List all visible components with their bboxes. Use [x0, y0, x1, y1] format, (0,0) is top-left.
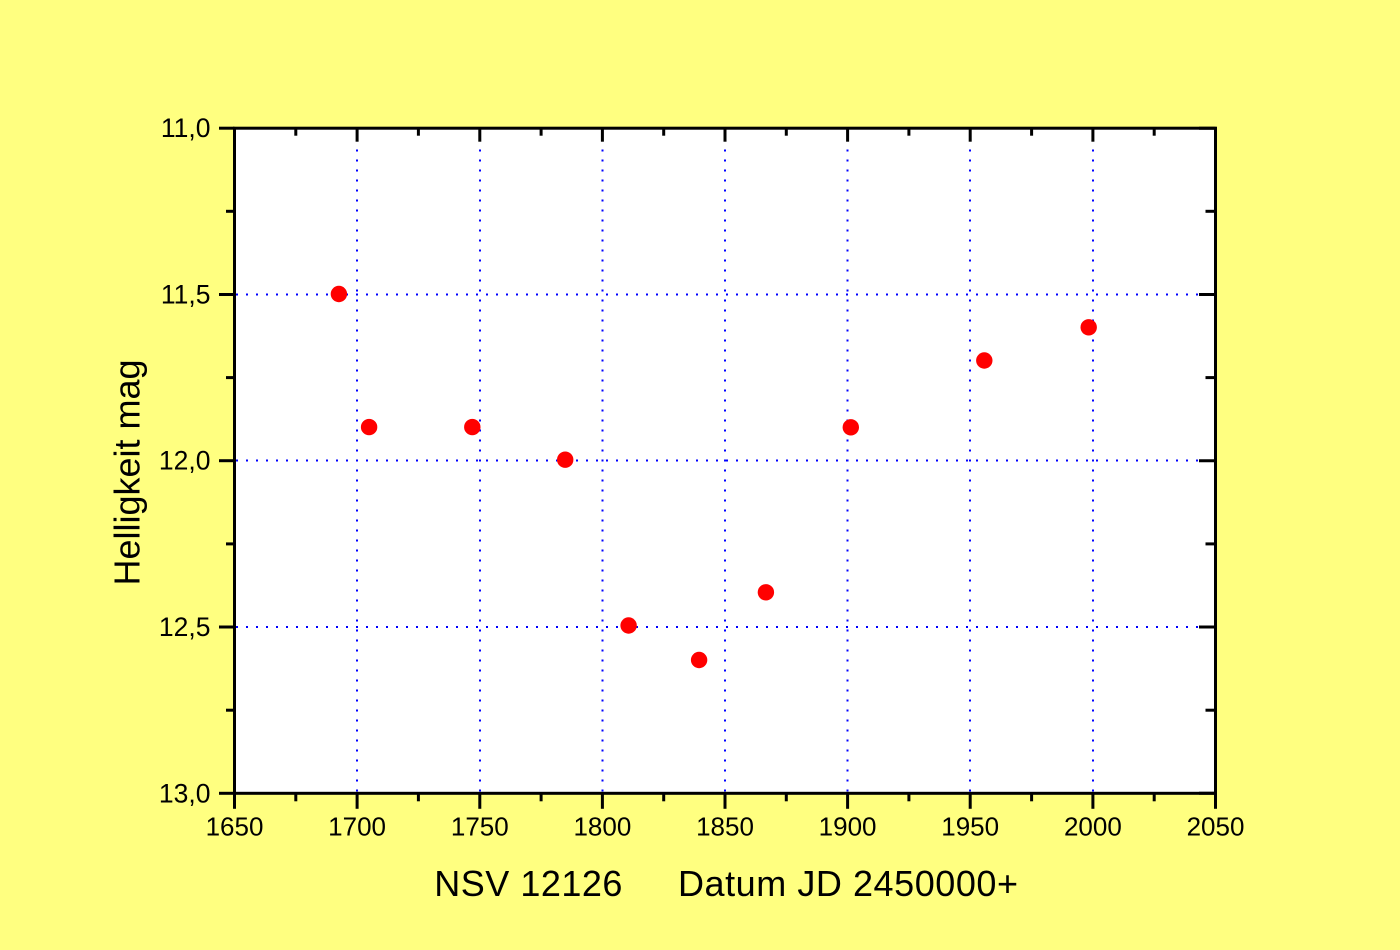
svg-text:12,0: 12,0: [159, 446, 211, 476]
svg-text:11,5: 11,5: [161, 280, 211, 310]
svg-text:1800: 1800: [573, 812, 631, 842]
svg-text:Datum JD 2450000+: Datum JD 2450000+: [678, 863, 1019, 904]
svg-text:Helligkeit mag: Helligkeit mag: [107, 359, 148, 585]
svg-text:2050: 2050: [1187, 812, 1245, 842]
svg-text:1850: 1850: [696, 812, 754, 842]
svg-text:1750: 1750: [451, 812, 509, 842]
svg-text:NSV 12126: NSV 12126: [434, 863, 623, 904]
svg-text:1950: 1950: [941, 812, 999, 842]
svg-text:12,5: 12,5: [159, 612, 211, 642]
svg-text:1700: 1700: [328, 812, 386, 842]
svg-text:1900: 1900: [819, 812, 877, 842]
svg-text:13,0: 13,0: [159, 778, 211, 808]
svg-text:1650: 1650: [206, 812, 264, 842]
svg-text:2000: 2000: [1064, 812, 1122, 842]
svg-text:11,0: 11,0: [161, 113, 211, 143]
